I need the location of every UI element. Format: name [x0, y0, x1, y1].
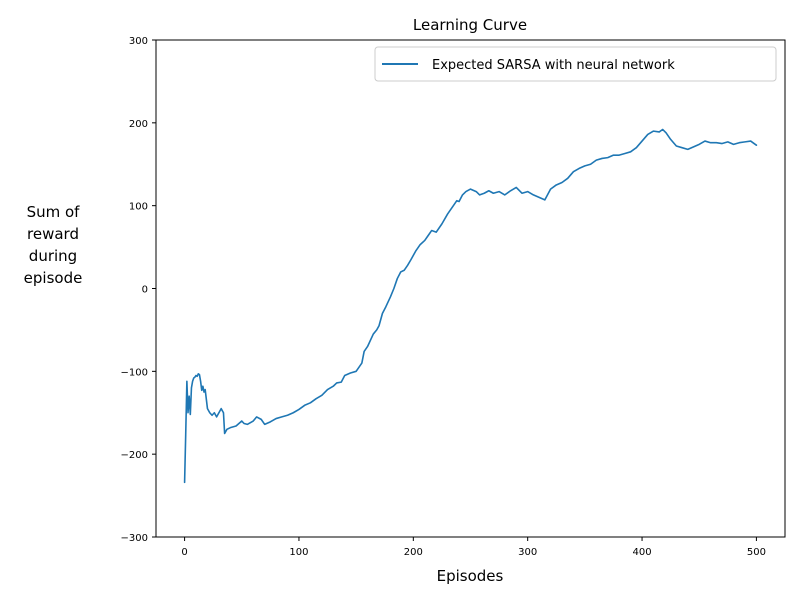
y-tick-label: 0 — [142, 285, 148, 296]
y-tick-label: −100 — [121, 367, 148, 378]
series-group — [183, 128, 758, 484]
x-tick-label: 400 — [632, 547, 651, 558]
x-tick-label: 200 — [404, 547, 423, 558]
x-tick-label: 100 — [289, 547, 308, 558]
legend-label: Expected SARSA with neural network — [432, 58, 675, 73]
y-axis-title-line: reward — [27, 225, 79, 243]
plot-area-frame — [155, 39, 786, 538]
y-axis-title: Sum of reward during episode — [24, 203, 83, 287]
y-tick-label: −200 — [121, 450, 148, 461]
y-tick-label: 100 — [129, 202, 148, 213]
x-tick-label: 500 — [747, 547, 766, 558]
legend: Expected SARSA with neural network — [374, 46, 777, 82]
axis-ticks: 0 100 200 300 400 500 −300 −200 −100 0 100 200 300 — [121, 36, 766, 558]
y-tick-label: 300 — [129, 36, 148, 47]
legend-box — [374, 46, 777, 82]
series-line — [183, 128, 758, 484]
chart-title: Learning Curve — [413, 16, 527, 34]
x-tick-label: 0 — [181, 547, 187, 558]
x-tick-label: 300 — [518, 547, 537, 558]
y-tick-label: 200 — [129, 119, 148, 130]
y-axis-title-line: during — [29, 247, 77, 265]
y-axis-title-line: Sum of — [27, 203, 81, 221]
y-tick-label: −300 — [121, 533, 148, 544]
x-axis-title: Episodes — [437, 567, 504, 585]
y-axis-title-line: episode — [24, 269, 83, 287]
